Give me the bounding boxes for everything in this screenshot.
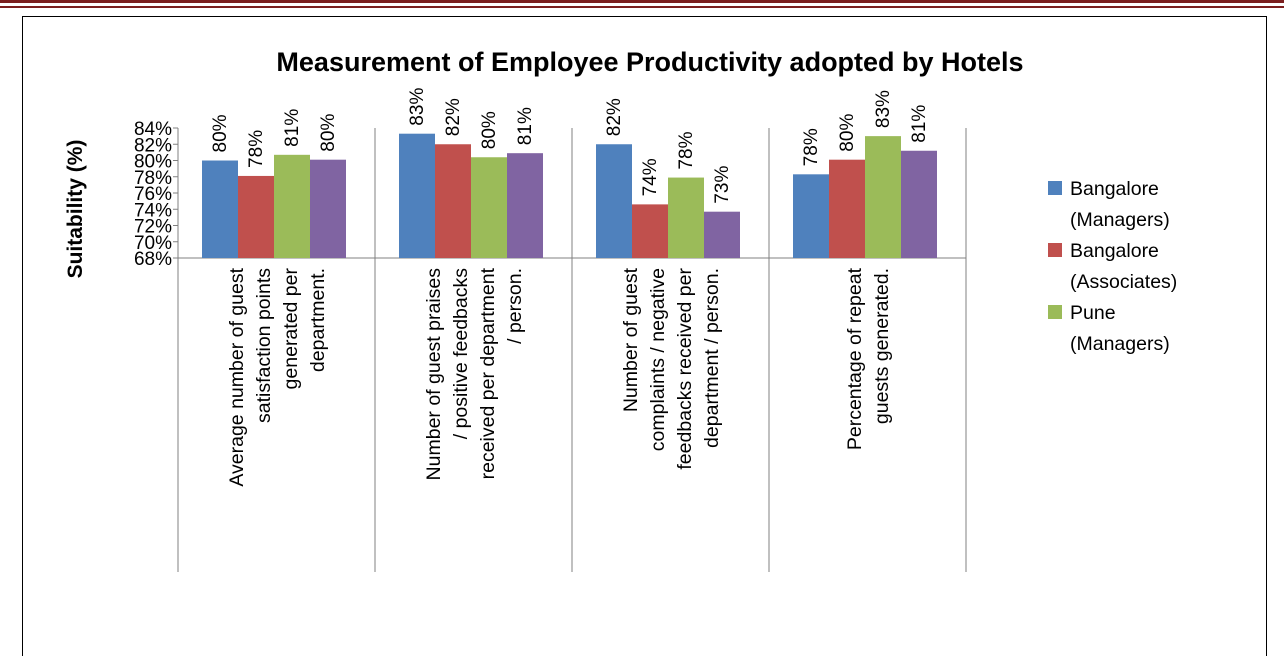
bar-s2-c3 xyxy=(632,204,668,258)
bar-s2-c4 xyxy=(829,159,865,258)
bar-s4-c1 xyxy=(310,159,346,258)
data-label: 80% xyxy=(837,114,858,152)
category-label: department. xyxy=(307,268,329,372)
bar-s4-c3 xyxy=(704,211,740,258)
category-label: Average number of guest xyxy=(226,267,248,486)
data-label: 81% xyxy=(515,107,536,145)
data-label: 80% xyxy=(318,114,339,152)
legend-label: (Managers) xyxy=(1070,333,1170,355)
data-label: 82% xyxy=(604,98,625,136)
data-label: 78% xyxy=(246,130,267,168)
bar-s1-c1 xyxy=(202,160,238,258)
category-label: complaints / negative xyxy=(647,268,669,451)
bar-s1-c2 xyxy=(399,133,435,258)
y-tick-label: 82% xyxy=(134,135,172,156)
bar-s3-c4 xyxy=(865,136,901,258)
y-tick-label: 78% xyxy=(134,168,172,189)
legend-label: (Managers) xyxy=(1070,209,1170,231)
category-label: / positive feedbacks xyxy=(450,268,472,440)
bar-s4-c2 xyxy=(507,153,543,258)
y-tick-label: 70% xyxy=(134,233,172,254)
page-header-rule xyxy=(0,0,1284,3)
plot-area: 68%70%72%74%76%78%80%82%84% 80%83% 82%78%7… xyxy=(134,88,1177,572)
y-tick-label: 72% xyxy=(134,217,172,238)
data-label: 80% xyxy=(210,114,231,152)
y-tick-label: 74% xyxy=(134,200,172,221)
category-label: feedbacks received per xyxy=(674,268,696,470)
bar-s3-c2 xyxy=(471,157,507,258)
data-label: 83% xyxy=(873,90,894,128)
bar-s2-c2 xyxy=(435,144,471,258)
y-tick-label: 80% xyxy=(134,152,172,173)
bar-s3-c1 xyxy=(274,154,310,258)
legend-label: Pune xyxy=(1070,302,1116,324)
category-label: satisfaction points xyxy=(253,268,275,423)
bar-s2-c1 xyxy=(238,175,274,258)
legend-label: Bangalore xyxy=(1070,178,1159,200)
bar-s1-c3 xyxy=(596,144,632,258)
y-tick-label: 68% xyxy=(134,249,172,270)
bar-s1-c4 xyxy=(793,174,829,258)
data-label: 82% xyxy=(443,98,464,136)
data-label: 81% xyxy=(909,105,930,143)
category-label: Number of guest xyxy=(620,267,642,412)
data-label: 80% xyxy=(479,111,500,149)
page-header-rule-thin xyxy=(0,6,1284,8)
data-label: 73% xyxy=(712,166,733,204)
data-label: 78% xyxy=(676,131,697,169)
y-tick-label: 84% xyxy=(134,119,172,140)
legend-swatch xyxy=(1048,305,1062,319)
data-label: 83% xyxy=(407,88,428,126)
category-label: Percentage of repeat xyxy=(844,267,866,450)
legend-label: (Associates) xyxy=(1070,271,1177,293)
category-label: / person. xyxy=(504,268,526,344)
category-label: guests generated. xyxy=(871,268,893,424)
category-label: Number of guest praises xyxy=(423,268,445,481)
chart-frame xyxy=(22,16,1267,656)
bar-s4-c4 xyxy=(901,150,937,258)
data-label: 81% xyxy=(282,109,303,147)
category-label: department / person. xyxy=(701,268,723,448)
category-label: generated per xyxy=(280,268,302,390)
data-label: 74% xyxy=(640,158,661,196)
y-axis-label: Suitability (%) xyxy=(64,140,87,279)
chart-title: Measurement of Employee Productivity ado… xyxy=(276,47,1023,77)
y-tick-label: 76% xyxy=(134,184,172,205)
legend-label: Bangalore xyxy=(1070,240,1159,262)
legend-swatch xyxy=(1048,181,1062,195)
data-label: 78% xyxy=(801,128,822,166)
bar-s3-c3 xyxy=(668,177,704,258)
category-label: received per department xyxy=(477,267,499,479)
legend-swatch xyxy=(1048,243,1062,257)
